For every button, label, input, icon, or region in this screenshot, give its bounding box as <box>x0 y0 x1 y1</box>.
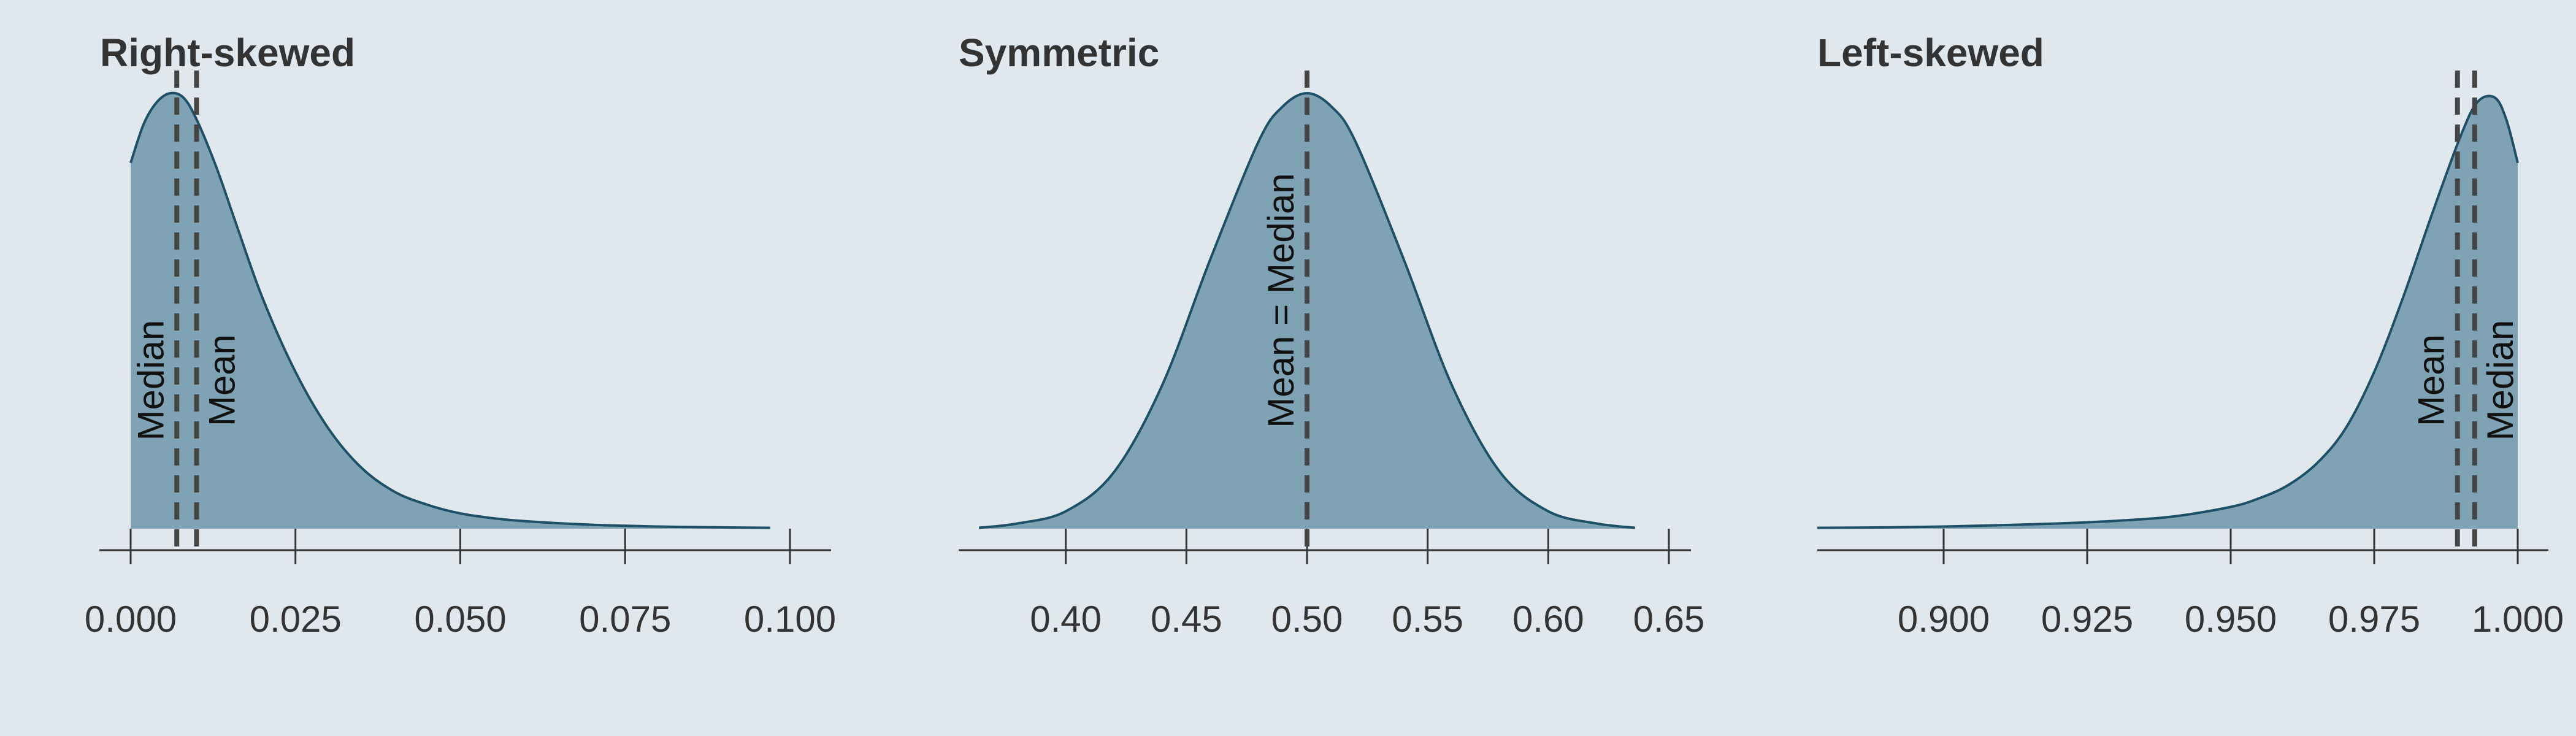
reference-line-label: Mean <box>2411 334 2452 426</box>
reference-line-label: Median <box>130 320 171 441</box>
x-tick-label: 0.900 <box>1898 599 1990 640</box>
reference-line-label: Mean <box>202 334 243 426</box>
reference-line-label: Mean = Median <box>1260 173 1301 427</box>
x-tick-label: 0.975 <box>2328 599 2420 640</box>
x-tick-label: 0.025 <box>250 599 342 640</box>
density-area <box>1817 96 2518 529</box>
x-tick-label: 0.000 <box>85 599 177 640</box>
x-tick-label: 0.50 <box>1271 599 1343 640</box>
density-curve <box>129 91 770 529</box>
density-curve <box>978 91 1636 529</box>
density-area <box>131 93 770 529</box>
panel-title: Right-skewed <box>100 31 355 75</box>
panel-3: 0.900 0.925 0.950 0.975 1.000 Mean Median Left-… <box>1817 31 2564 640</box>
x-tick-label: 1.000 <box>2472 599 2564 640</box>
panel-1: 0.000 0.025 0.050 0.075 0.100 Median Mean Right… <box>85 31 836 640</box>
x-tick-label: 0.40 <box>1030 599 1102 640</box>
density-curve <box>1817 94 2519 529</box>
x-tick-label: 0.45 <box>1151 599 1222 640</box>
x-tick-label: 0.100 <box>744 599 836 640</box>
x-tick-label: 0.65 <box>1633 599 1705 640</box>
x-tick-label: 0.075 <box>579 599 671 640</box>
panel-title: Left-skewed <box>1817 31 2044 75</box>
x-tick-label: 0.925 <box>2041 599 2133 640</box>
panel-title: Symmetric <box>959 31 1159 75</box>
panel-2: 0.40 0.45 0.50 0.55 0.60 0.65 Mean = Median Sym… <box>959 31 1704 640</box>
x-tick-label: 0.950 <box>2185 599 2277 640</box>
density-area <box>979 93 1635 529</box>
x-tick-label: 0.050 <box>414 599 506 640</box>
x-tick-label: 0.60 <box>1512 599 1584 640</box>
x-tick-label: 0.55 <box>1392 599 1463 640</box>
reference-line-label: Median <box>2480 320 2521 441</box>
